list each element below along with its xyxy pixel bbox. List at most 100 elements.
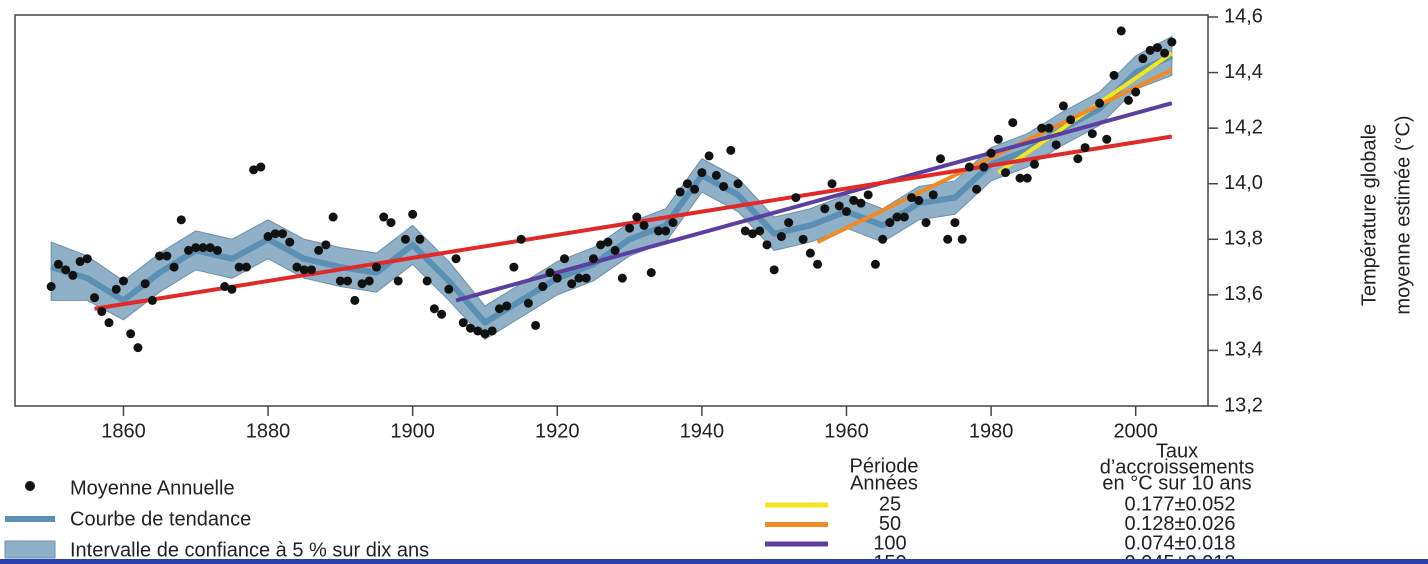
annual-point [950,218,960,228]
annual-point [957,234,967,244]
annual-point [560,254,570,264]
annual-point [1037,123,1047,133]
annual-point [574,273,584,283]
annual-point [379,212,389,222]
annual-point [849,195,859,205]
period-header: Années [850,472,918,494]
annual-point [1051,140,1061,150]
annual-point [1160,48,1170,58]
annual-point [422,276,432,286]
annual-point [1058,101,1068,111]
annual-point [1116,26,1126,36]
annual-point [1029,159,1039,169]
annual-point [1080,143,1090,153]
annual-point [480,329,490,339]
annual-point [220,282,230,292]
annual-point [118,276,128,286]
legend-label: Moyenne Annuelle [70,477,235,499]
annual-point [523,298,533,308]
annual-point [473,326,483,336]
annual-point [1138,54,1148,64]
annual-point [747,229,757,239]
annual-point [350,295,360,305]
annual-point [740,226,750,236]
annual-point [1073,154,1083,164]
annual-point [314,245,324,255]
annual-point [639,220,649,230]
annual-point [509,262,519,272]
x-tick-label: 1860 [101,420,146,442]
annual-point [690,184,700,194]
annual-point [198,243,208,253]
annual-point [1066,115,1076,125]
annual-point [516,234,526,244]
annual-point [726,145,736,155]
annual-point [386,218,396,228]
annual-point [494,304,504,314]
annual-point [704,151,714,161]
x-tick-label: 1900 [390,420,435,442]
annual-point [1152,43,1162,53]
annual-point [921,218,931,228]
annual-point [1095,98,1105,108]
legend-swatch [4,540,56,559]
y-tick-label: 13,8 [1224,228,1263,250]
annual-point [292,262,302,272]
annual-point [596,240,606,250]
annual-point [682,179,692,189]
annual-point [632,212,642,222]
y-tick-label: 14,4 [1224,61,1263,83]
annual-point [227,284,237,294]
annual-point [437,309,447,319]
annual-point [661,226,671,236]
x-tick-label: 1920 [535,420,580,442]
trend-rate: 0.074±0.018 [1124,532,1235,554]
annual-point [241,262,251,272]
annual-point [502,301,512,311]
x-tick-label: 1940 [680,420,725,442]
annual-point [964,162,974,172]
y-tick-label: 13,2 [1224,394,1263,416]
annual-point [1044,123,1054,133]
annual-point [646,268,656,278]
annual-point [610,245,620,255]
annual-point [1131,87,1141,97]
annual-point [256,162,266,172]
annual-point [870,259,880,269]
annual-point [943,234,953,244]
annual-point [263,232,273,242]
annual-point [82,254,92,264]
annual-point [986,148,996,158]
x-tick-label: 1980 [969,420,1014,442]
annual-point [1015,173,1025,183]
annual-point [90,293,100,303]
annual-point [899,212,909,222]
annual-point [979,162,989,172]
annual-point [588,254,598,264]
annual-point [892,212,902,222]
linear-trend [455,101,1173,303]
y-tick-label: 14,2 [1224,116,1263,138]
annual-point [972,184,982,194]
rate-header: Taux [1156,440,1198,462]
annual-point [364,276,374,286]
y-tick-label: 13,6 [1224,283,1263,305]
annual-point [1102,134,1112,144]
annual-point [466,323,476,333]
annual-point [653,226,663,236]
annual-point [1008,118,1018,128]
annual-point [176,215,186,225]
annual-point [408,209,418,219]
annual-point [53,259,63,269]
annual-point [205,243,215,253]
annual-point [719,181,729,191]
annual-point [184,245,194,255]
y-tick-label: 13,4 [1224,339,1263,361]
annual-point [885,218,895,228]
annual-point [133,343,143,353]
annual-point [278,229,288,239]
annual-point [155,251,165,261]
annual-point [827,179,837,189]
